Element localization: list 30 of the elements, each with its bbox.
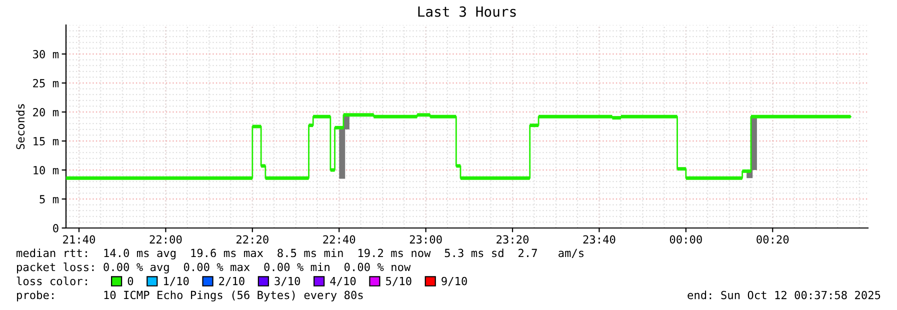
y-tick-label: 20 m: [33, 108, 59, 116]
x-tick-label: 00:20: [756, 235, 789, 244]
y-tick-label: 25 m: [33, 79, 59, 88]
y-tick-label: 15 m: [34, 137, 59, 146]
x-tick-label: 22:20: [236, 235, 268, 244]
x-tick-label: 00:00: [670, 235, 702, 244]
legend-label: 2/10: [219, 276, 244, 286]
legend-label: 9/10: [442, 276, 467, 286]
text: packet loss: 0.00 % avg 0.00 % max 0.00 % min 0.00 % now: [17, 262, 411, 274]
chart-title: Last 3 Hours: [418, 6, 516, 17]
x-tick-label: 21:40: [63, 235, 96, 244]
legend-label: 4/10: [330, 276, 356, 286]
x-tick-label: 23:20: [496, 235, 529, 244]
text: probe: 10 ICMP Echo Pings (56 Bytes) every 80s: [17, 290, 363, 302]
y-tick-label: 10 m: [34, 166, 59, 174]
text: end: Sun Oct 12 00:37:58 2025: [688, 290, 880, 300]
text: loss color:: [16, 276, 87, 286]
legend-label: 5/10: [386, 276, 412, 286]
text: median rtt: 14.0 ms avg 19.6 ms max 8.5 ms min 19.2 ms now 5.3 ms sd 2.7 am/s: [16, 248, 584, 260]
y-tick-label: 0: [53, 224, 58, 232]
x-tick-label: 22:00: [150, 235, 182, 244]
y-axis-title: Seconds: [16, 104, 25, 150]
y-tick-label: 30 m: [33, 50, 59, 58]
x-tick-label: 23:00: [410, 235, 442, 244]
legend-label: 0: [128, 276, 134, 286]
x-tick-label: 22:40: [323, 235, 356, 244]
legend-label: 3/10: [274, 276, 300, 286]
x-tick-label: 23:40: [583, 235, 616, 244]
legend-label: 1/10: [164, 276, 189, 286]
y-tick-label: 5 m: [40, 195, 59, 204]
